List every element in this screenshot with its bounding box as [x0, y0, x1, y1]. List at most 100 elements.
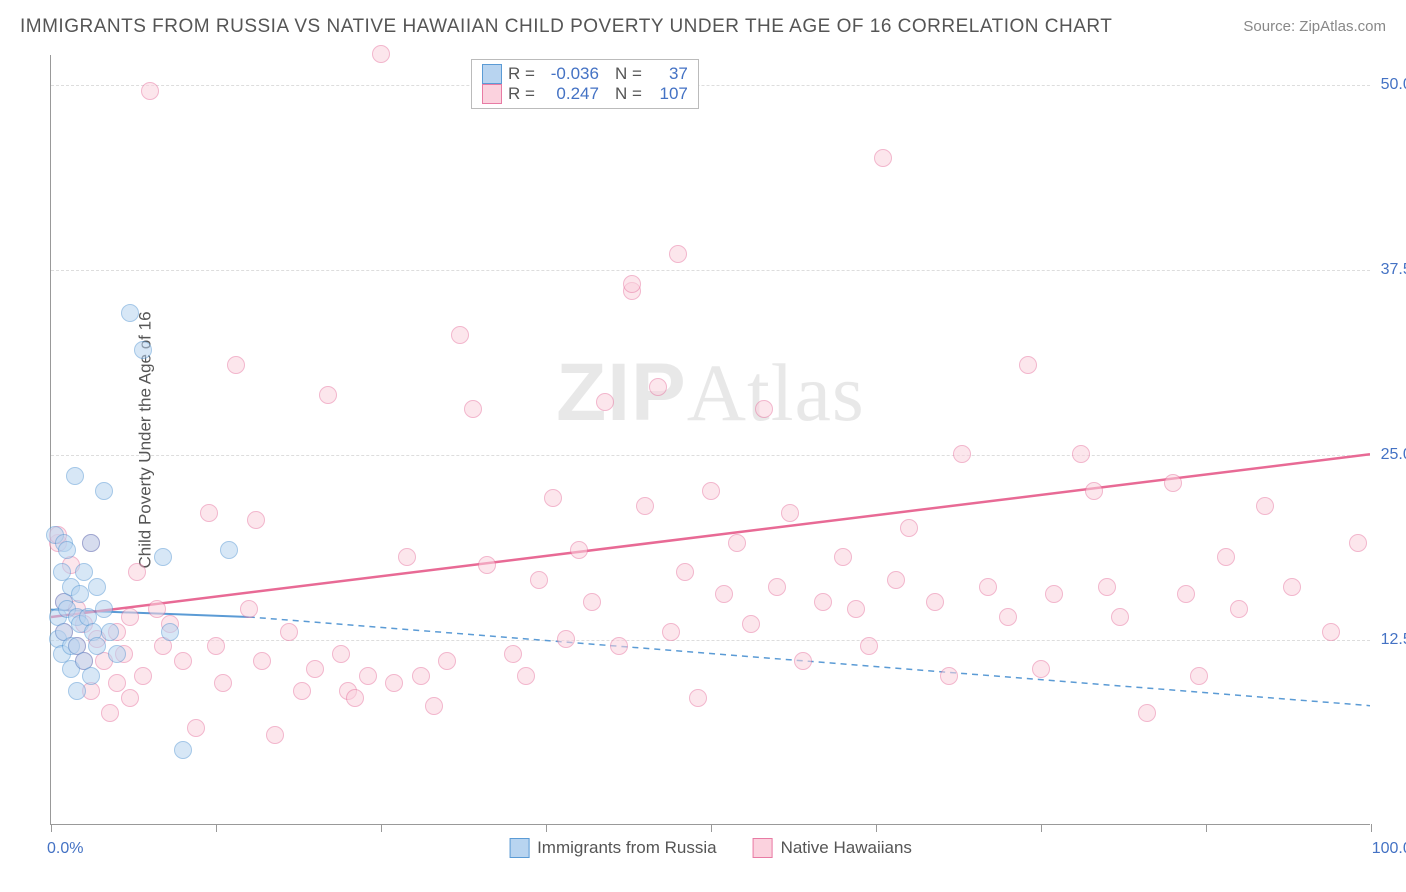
data-point [999, 608, 1017, 626]
data-point [814, 593, 832, 611]
stats-n-value-2: 107 [648, 84, 688, 104]
y-tick-label: 37.5% [1381, 261, 1406, 279]
data-point [570, 541, 588, 559]
data-point [68, 682, 86, 700]
stats-r-label-1: R = [508, 64, 535, 84]
data-point [108, 674, 126, 692]
data-point [781, 504, 799, 522]
x-tick [711, 824, 712, 832]
data-point [66, 467, 84, 485]
data-point [359, 667, 377, 685]
trend-lines [51, 55, 1370, 824]
data-point [141, 82, 159, 100]
legend: Immigrants from Russia Native Hawaiians [509, 838, 912, 858]
data-point [200, 504, 218, 522]
data-point [557, 630, 575, 648]
data-point [451, 326, 469, 344]
data-point [1164, 474, 1182, 492]
data-point [636, 497, 654, 515]
data-point [1283, 578, 1301, 596]
data-point [1019, 356, 1037, 374]
data-point [478, 556, 496, 574]
data-point [372, 45, 390, 63]
source-prefix: Source: [1243, 18, 1299, 35]
data-point [88, 637, 106, 655]
data-point [121, 608, 139, 626]
legend-item-1: Immigrants from Russia [509, 838, 716, 858]
data-point [544, 489, 562, 507]
data-point [82, 667, 100, 685]
x-tick [216, 824, 217, 832]
legend-swatch-1 [509, 838, 529, 858]
data-point [504, 645, 522, 663]
source-name: ZipAtlas.com [1299, 18, 1386, 35]
stats-n-label-2: N = [615, 84, 642, 104]
data-point [187, 719, 205, 737]
stats-r-label-2: R = [508, 84, 535, 104]
stats-swatch-1 [482, 64, 502, 84]
data-point [398, 548, 416, 566]
data-point [1322, 623, 1340, 641]
data-point [887, 571, 905, 589]
data-point [319, 386, 337, 404]
data-point [464, 400, 482, 418]
x-tick [876, 824, 877, 832]
data-point [174, 741, 192, 759]
grid-line [51, 455, 1370, 456]
plot-area: Child Poverty Under the Age of 16 ZIPAtl… [50, 55, 1370, 825]
data-point [662, 623, 680, 641]
data-point [1138, 704, 1156, 722]
legend-label-1: Immigrants from Russia [537, 838, 716, 858]
data-point [385, 674, 403, 692]
stats-row-series-2: R = 0.247 N = 107 [482, 84, 688, 104]
data-point [82, 534, 100, 552]
data-point [755, 400, 773, 418]
data-point [95, 482, 113, 500]
data-point [702, 482, 720, 500]
grid-line [51, 270, 1370, 271]
x-axis-label-max: 100.0% [1372, 840, 1406, 858]
data-point [794, 652, 812, 670]
source-attribution: Source: ZipAtlas.com [1243, 18, 1386, 35]
correlation-stats-box: R = -0.036 N = 37 R = 0.247 N = 107 [471, 59, 699, 109]
data-point [306, 660, 324, 678]
data-point [940, 667, 958, 685]
watermark-bold: ZIP [556, 347, 687, 438]
x-tick [1041, 824, 1042, 832]
grid-line [51, 85, 1370, 86]
data-point [134, 341, 152, 359]
data-point [280, 623, 298, 641]
x-axis-label-min: 0.0% [47, 840, 83, 858]
data-point [874, 149, 892, 167]
data-point [1256, 497, 1274, 515]
data-point [220, 541, 238, 559]
watermark-rest: Atlas [687, 347, 865, 438]
data-point [108, 645, 126, 663]
data-point [207, 637, 225, 655]
data-point [128, 563, 146, 581]
legend-label-2: Native Hawaiians [781, 838, 912, 858]
data-point [1190, 667, 1208, 685]
data-point [1217, 548, 1235, 566]
data-point [1072, 445, 1090, 463]
data-point [75, 563, 93, 581]
data-point [669, 245, 687, 263]
chart-title: IMMIGRANTS FROM RUSSIA VS NATIVE HAWAIIA… [20, 16, 1112, 38]
data-point [71, 585, 89, 603]
data-point [332, 645, 350, 663]
data-point [121, 304, 139, 322]
data-point [1349, 534, 1367, 552]
legend-swatch-2 [753, 838, 773, 858]
data-point [1032, 660, 1050, 678]
x-tick [1371, 824, 1372, 832]
data-point [227, 356, 245, 374]
stats-n-value-1: 37 [648, 64, 688, 84]
data-point [834, 548, 852, 566]
legend-item-2: Native Hawaiians [753, 838, 912, 858]
stats-row-series-1: R = -0.036 N = 37 [482, 64, 688, 84]
x-tick [546, 824, 547, 832]
data-point [425, 697, 443, 715]
x-tick [1206, 824, 1207, 832]
data-point [101, 623, 119, 641]
data-point [715, 585, 733, 603]
